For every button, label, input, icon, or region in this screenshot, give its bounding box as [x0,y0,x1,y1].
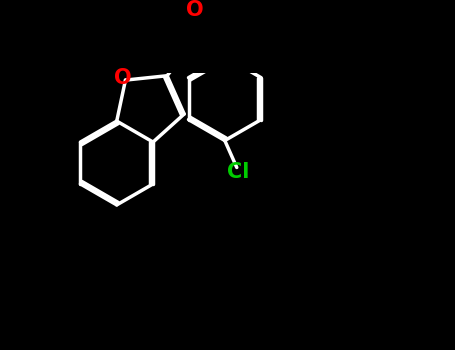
Text: Cl: Cl [227,162,249,182]
Text: O: O [114,68,132,88]
Text: O: O [186,0,203,20]
